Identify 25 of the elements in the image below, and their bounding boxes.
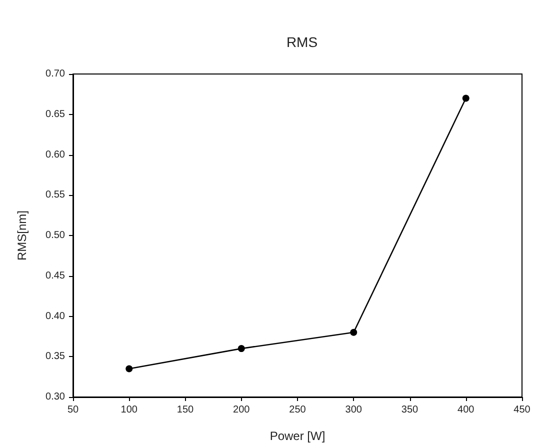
x-tick-label: 200 bbox=[233, 404, 250, 416]
point bbox=[350, 328, 358, 336]
y-tick-label: 0.60 bbox=[46, 149, 66, 160]
y-tick-label: 0.55 bbox=[46, 190, 66, 201]
x-tick-label: 150 bbox=[176, 404, 194, 416]
x-tick-label: 100 bbox=[120, 404, 138, 416]
y-tick-label: 0.35 bbox=[46, 351, 66, 362]
y-tick-label: 0.65 bbox=[46, 108, 66, 120]
y-tick-label: 0.30 bbox=[46, 392, 66, 402]
chart-title: RMS bbox=[286, 34, 318, 50]
point bbox=[462, 94, 470, 102]
point bbox=[238, 345, 245, 352]
x-tick-label: 300 bbox=[345, 404, 362, 416]
x-axis-title: Power [W] bbox=[270, 429, 326, 443]
y-tick-label: 0.45 bbox=[46, 270, 66, 282]
x-tick-label: 50 bbox=[67, 404, 79, 416]
x-tick-label: 350 bbox=[401, 404, 419, 416]
x-tick-label: 250 bbox=[289, 404, 306, 416]
x-tick-label: 400 bbox=[458, 404, 475, 416]
y-tick-label: 0.70 bbox=[46, 68, 66, 80]
x-tick-label: 450 bbox=[514, 404, 531, 416]
y-tick-label: 0.40 bbox=[46, 310, 66, 322]
y-axis-title: RMS[nm] bbox=[15, 210, 29, 261]
point bbox=[126, 365, 133, 372]
y-tick-label: 0.50 bbox=[46, 230, 66, 241]
